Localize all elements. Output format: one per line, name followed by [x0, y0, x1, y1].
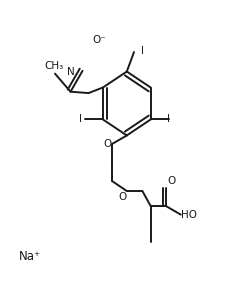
- Text: CH₃: CH₃: [44, 61, 63, 71]
- Text: I: I: [167, 114, 170, 124]
- Text: I: I: [141, 46, 144, 56]
- Text: O: O: [167, 176, 175, 186]
- Text: O: O: [118, 191, 126, 202]
- Text: N: N: [68, 67, 75, 77]
- Text: O: O: [103, 139, 111, 149]
- Text: Na⁺: Na⁺: [19, 250, 41, 263]
- Text: I: I: [80, 114, 82, 124]
- Text: HO: HO: [182, 210, 197, 220]
- Text: O⁻: O⁻: [92, 35, 106, 45]
